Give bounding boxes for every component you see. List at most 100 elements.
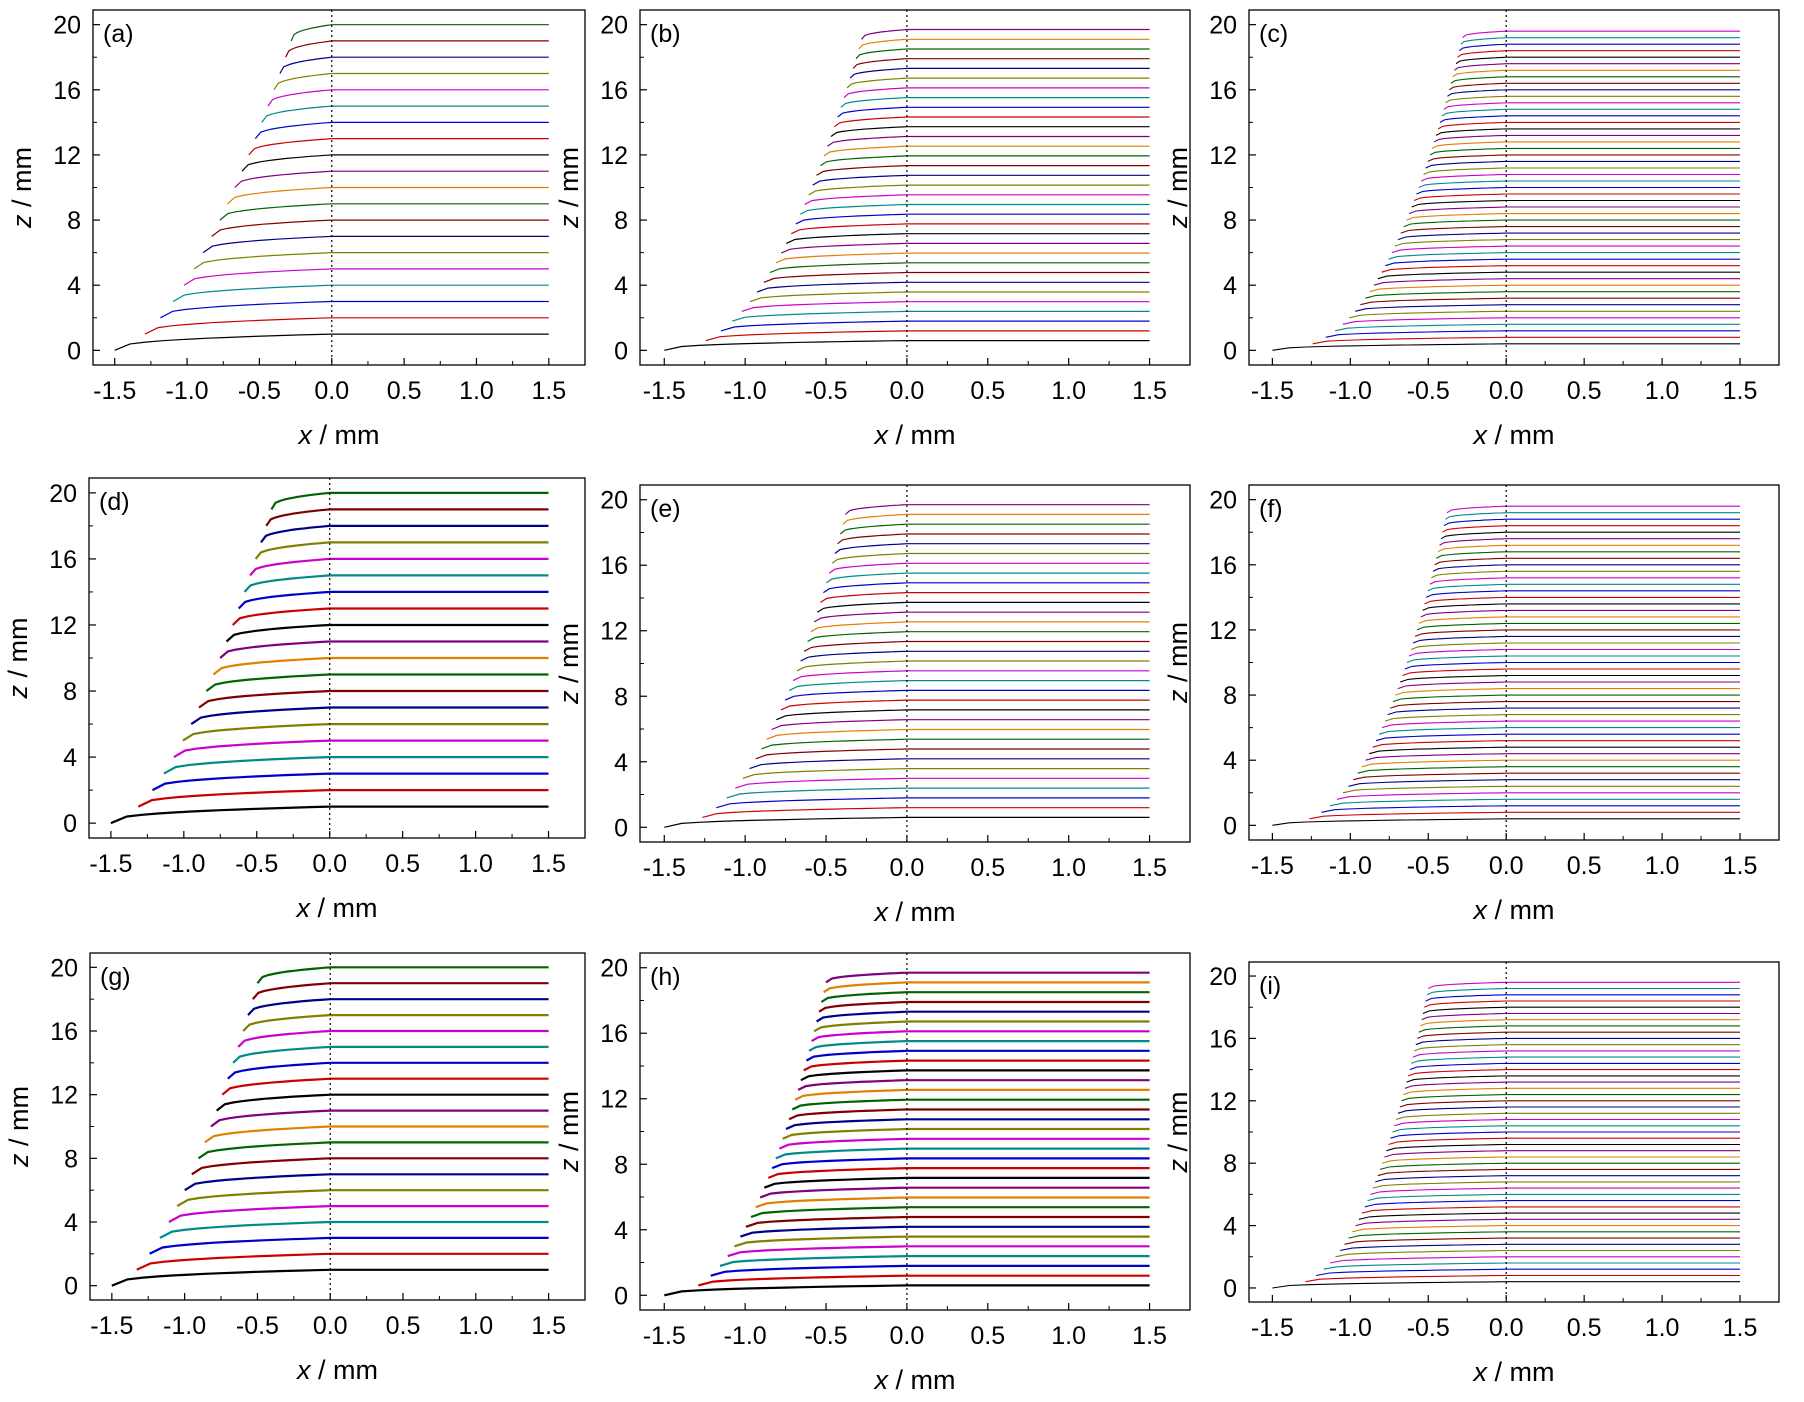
- layer-line: [144, 317, 549, 335]
- layer-line: [254, 541, 549, 560]
- layer-line: [749, 291, 1150, 303]
- panel-f: -1.5 -1.0 -0.5 0.0 0.5 1.0 1.5 0 4 8 12 16 20 (f) x / …: [1163, 484, 1780, 925]
- layer-line: [790, 223, 1150, 235]
- x-tick-label: 0.0: [1489, 852, 1524, 880]
- layer-line: [1272, 343, 1740, 351]
- x-tick-label: 0.0: [1489, 377, 1524, 405]
- layer-line: [182, 723, 549, 742]
- layer-line: [205, 673, 549, 692]
- layer-line: [716, 797, 1150, 809]
- layer-line: [742, 768, 1150, 779]
- layer-line: [734, 1235, 1150, 1248]
- layer-line: [702, 807, 1150, 818]
- x-tick-label: -0.5: [236, 1312, 279, 1340]
- layer-line: [248, 138, 549, 156]
- layer-line: [1419, 1019, 1740, 1027]
- y-tick-label: 12: [600, 618, 628, 646]
- y-tick-label: 0: [614, 1282, 628, 1310]
- layer-line: [726, 787, 1150, 799]
- layer-line: [830, 126, 1150, 137]
- layer-line: [265, 508, 549, 527]
- x-tick-label: 0.5: [970, 377, 1005, 405]
- layer-line: [1448, 82, 1740, 91]
- y-tick-label: 0: [1223, 337, 1237, 365]
- layer-line: [1396, 1112, 1740, 1121]
- layer-line: [1437, 121, 1740, 130]
- x-tick-label: -1.0: [724, 854, 767, 882]
- layer-line: [803, 640, 1150, 652]
- x-tick-label: 1.0: [459, 377, 494, 405]
- layer-line: [1406, 1075, 1740, 1083]
- layer-line: [740, 1225, 1150, 1238]
- layer-line: [1431, 570, 1740, 579]
- y-axis-label: z / mm: [554, 1091, 584, 1173]
- layer-line: [796, 660, 1150, 672]
- layer-line: [816, 165, 1150, 176]
- layer-line: [1355, 1218, 1740, 1227]
- x-tick-label: 1.5: [531, 377, 566, 405]
- layer-line: [173, 739, 549, 759]
- layer-line: [163, 756, 549, 775]
- layer-line: [160, 300, 549, 319]
- layer-line: [803, 1059, 1150, 1072]
- layer-line: [1397, 681, 1740, 690]
- layer-line: [1415, 1037, 1740, 1046]
- x-tick-label: 1.5: [1132, 1322, 1167, 1350]
- x-axis-label: x / mm: [873, 897, 956, 927]
- layer-line: [260, 524, 549, 544]
- layer-line: [794, 1088, 1150, 1101]
- layer-series: [664, 971, 1150, 1297]
- x-tick-label: -1.0: [1329, 377, 1372, 405]
- layer-line: [256, 966, 549, 984]
- layer-line: [759, 1186, 1150, 1199]
- layer-line: [1395, 688, 1740, 696]
- x-tick-label: -0.5: [804, 1322, 847, 1350]
- layer-line: [1323, 1262, 1740, 1270]
- layer-line: [1372, 740, 1740, 748]
- layer-line: [279, 56, 549, 74]
- layer-line: [1403, 219, 1740, 228]
- y-tick-label: 4: [67, 272, 81, 300]
- y-tick-label: 4: [1223, 747, 1237, 775]
- x-tick-label: 0.5: [970, 854, 1005, 882]
- x-tick-label: -0.5: [238, 377, 281, 405]
- layer-line: [190, 706, 549, 726]
- layer-line: [800, 1069, 1150, 1082]
- y-axis-label: z / mm: [4, 1086, 34, 1168]
- layer-line: [1342, 785, 1740, 794]
- layer-line: [763, 271, 1150, 283]
- layer-line: [1392, 694, 1740, 703]
- layer-line: [1416, 622, 1740, 631]
- layer-line: [1387, 707, 1740, 716]
- layer-series: [110, 491, 549, 825]
- layer-line: [1417, 1031, 1740, 1039]
- layer-line: [791, 1098, 1150, 1111]
- layer-line: [786, 233, 1150, 244]
- layer-line: [797, 1079, 1150, 1091]
- layer-line: [761, 738, 1150, 750]
- x-axis-label: x / mm: [297, 420, 380, 450]
- layer-line: [1429, 147, 1740, 156]
- x-tick-label: 0.5: [387, 377, 422, 405]
- layer-line: [813, 1020, 1150, 1033]
- layer-line: [823, 145, 1150, 157]
- layer-line: [1420, 609, 1740, 618]
- layer-line: [800, 650, 1150, 662]
- layer-line: [1462, 30, 1740, 39]
- layer-line: [1357, 766, 1740, 774]
- y-tick-label: 16: [50, 1018, 78, 1046]
- y-tick-label: 16: [1209, 77, 1237, 105]
- layer-series: [1272, 30, 1740, 351]
- layer-line: [755, 1196, 1150, 1209]
- layer-line: [795, 213, 1150, 225]
- layer-line: [845, 504, 1150, 515]
- layer-series: [664, 504, 1150, 828]
- layer-line: [1353, 772, 1740, 781]
- layer-line: [825, 971, 1150, 984]
- x-tick-label: 0.0: [890, 1322, 925, 1350]
- x-tick-label: -0.5: [804, 377, 847, 405]
- layer-line: [1447, 89, 1740, 97]
- layer-line: [1394, 1118, 1740, 1127]
- x-tick-label: 0.5: [386, 1312, 421, 1340]
- x-tick-label: -1.5: [93, 377, 136, 405]
